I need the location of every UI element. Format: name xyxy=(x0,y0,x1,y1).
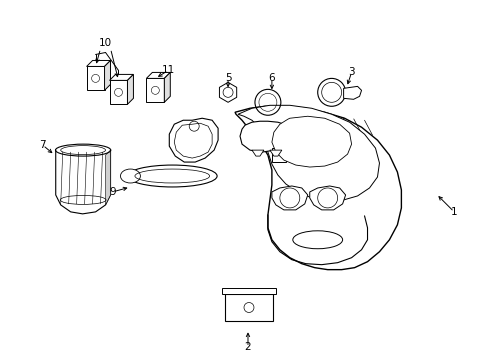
Text: 8: 8 xyxy=(298,153,305,163)
Polygon shape xyxy=(104,60,110,90)
Polygon shape xyxy=(235,106,401,270)
Text: 5: 5 xyxy=(224,73,231,84)
Polygon shape xyxy=(146,78,164,102)
Ellipse shape xyxy=(127,165,217,187)
Text: 4: 4 xyxy=(169,173,175,183)
Text: 3: 3 xyxy=(347,67,354,77)
Polygon shape xyxy=(169,118,218,162)
Polygon shape xyxy=(109,80,127,104)
Polygon shape xyxy=(271,116,351,167)
Polygon shape xyxy=(164,72,170,102)
Polygon shape xyxy=(269,150,281,156)
Polygon shape xyxy=(309,186,345,210)
Polygon shape xyxy=(146,72,170,78)
Polygon shape xyxy=(109,75,133,80)
Polygon shape xyxy=(219,82,236,102)
Text: 9: 9 xyxy=(109,187,116,197)
Polygon shape xyxy=(224,293,272,321)
Text: 2: 2 xyxy=(244,342,251,352)
Ellipse shape xyxy=(120,169,140,183)
Polygon shape xyxy=(86,60,110,67)
Polygon shape xyxy=(271,186,307,210)
Text: 11: 11 xyxy=(162,66,175,76)
Text: 10: 10 xyxy=(99,37,112,48)
Polygon shape xyxy=(86,67,104,90)
Polygon shape xyxy=(174,123,212,158)
Polygon shape xyxy=(127,75,133,104)
Polygon shape xyxy=(343,86,361,99)
Text: 1: 1 xyxy=(450,207,457,217)
Polygon shape xyxy=(271,148,285,162)
Text: 6: 6 xyxy=(268,73,275,84)
Polygon shape xyxy=(222,288,275,293)
Text: 7: 7 xyxy=(40,140,46,150)
Polygon shape xyxy=(240,121,291,152)
Polygon shape xyxy=(251,150,264,156)
Polygon shape xyxy=(238,105,379,200)
Polygon shape xyxy=(105,150,110,205)
